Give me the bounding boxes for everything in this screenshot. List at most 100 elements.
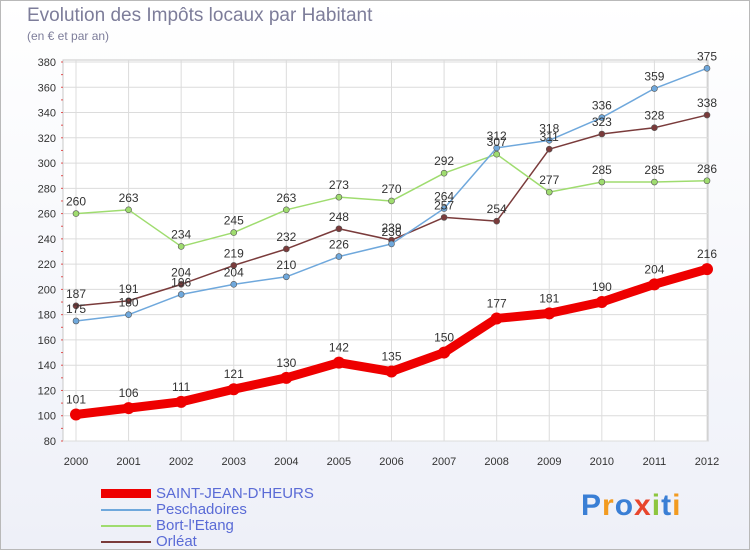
data-point xyxy=(280,371,293,384)
data-point xyxy=(230,229,238,236)
data-label: 254 xyxy=(487,202,507,216)
data-point xyxy=(493,144,500,152)
data-label: 257 xyxy=(434,198,454,212)
data-label: 101 xyxy=(66,392,86,406)
data-label: 216 xyxy=(697,247,717,261)
data-label: 191 xyxy=(119,282,139,296)
data-point xyxy=(545,188,553,196)
data-label: 190 xyxy=(592,280,612,294)
data-point xyxy=(703,111,711,119)
data-label: 273 xyxy=(329,178,349,192)
data-label: 142 xyxy=(329,341,349,355)
data-point xyxy=(332,356,345,369)
data-point xyxy=(177,243,185,250)
data-label: 323 xyxy=(592,115,612,129)
data-label: 260 xyxy=(66,195,86,209)
x-tick-label: 2009 xyxy=(537,456,561,468)
brand-letter: i xyxy=(651,489,662,522)
data-point xyxy=(651,124,658,131)
data-label: 106 xyxy=(119,386,139,400)
data-label: 135 xyxy=(381,350,401,364)
y-tick-label: 140 xyxy=(38,360,56,372)
x-tick-label: 2004 xyxy=(274,456,298,468)
data-point xyxy=(438,346,451,359)
data-point xyxy=(230,262,238,269)
x-tick-label: 2000 xyxy=(64,456,88,468)
y-tick-label: 240 xyxy=(38,234,56,246)
data-point xyxy=(283,245,290,253)
legend-swatch xyxy=(101,489,151,498)
y-tick-label: 220 xyxy=(38,259,56,271)
data-point xyxy=(595,296,608,309)
data-label: 336 xyxy=(592,99,612,113)
data-point xyxy=(230,281,238,288)
x-tick-label: 2003 xyxy=(222,456,246,468)
y-tick-label: 180 xyxy=(38,310,56,322)
data-point xyxy=(598,114,606,121)
data-point xyxy=(177,291,185,298)
data-point xyxy=(703,177,711,185)
data-point xyxy=(177,281,185,288)
data-point xyxy=(335,253,343,260)
legend-swatch xyxy=(101,509,151,511)
y-tick-label: 360 xyxy=(38,82,56,94)
y-tick-label: 200 xyxy=(38,284,56,296)
x-tick-label: 2006 xyxy=(379,456,403,468)
x-tick-label: 2008 xyxy=(484,456,508,468)
data-label: 285 xyxy=(592,163,612,177)
data-point xyxy=(701,263,713,276)
y-tick-label: 380 xyxy=(38,57,56,69)
y-tick-label: 260 xyxy=(38,209,56,221)
data-label: 196 xyxy=(171,275,191,289)
brand-letter: P xyxy=(581,489,603,522)
data-label: 286 xyxy=(697,162,717,176)
data-label: 239 xyxy=(381,221,401,235)
data-label: 180 xyxy=(119,296,139,310)
data-label: 263 xyxy=(276,191,296,205)
data-label: 248 xyxy=(329,210,349,224)
chart-title: Evolution des Impôts locaux par Habitant xyxy=(27,5,373,26)
data-label: 121 xyxy=(224,367,244,381)
data-point xyxy=(122,402,135,415)
data-point xyxy=(651,85,658,92)
data-point xyxy=(72,317,80,325)
data-label: 292 xyxy=(434,154,454,168)
data-labels: 187 191 204 219 232 248 239 257 254 311 323 328 338 2… xyxy=(66,49,717,406)
data-point xyxy=(175,395,188,408)
x-tick-label: 2007 xyxy=(432,456,456,468)
data-point xyxy=(440,214,448,221)
data-label: 204 xyxy=(224,265,244,279)
legend-label: Peschadoires xyxy=(156,501,247,518)
x-tick-label: 2011 xyxy=(643,456,667,468)
data-point xyxy=(598,178,606,186)
y-tick-label: 80 xyxy=(44,436,56,448)
data-point xyxy=(545,137,553,144)
x-tick-label: 2001 xyxy=(116,456,140,468)
data-label: 318 xyxy=(539,121,559,135)
data-point xyxy=(72,302,80,310)
data-label: 277 xyxy=(539,173,559,187)
data-label: 311 xyxy=(540,130,559,144)
data-point xyxy=(648,278,661,291)
data-label: 232 xyxy=(276,230,296,244)
data-label: 177 xyxy=(487,296,507,310)
data-label: 181 xyxy=(539,291,559,305)
data-label: 359 xyxy=(644,70,664,84)
y-tick-label: 300 xyxy=(38,158,56,170)
x-tick-label: 2010 xyxy=(590,456,614,468)
data-label: 338 xyxy=(697,96,717,110)
data-point xyxy=(227,383,240,396)
data-point xyxy=(703,65,711,72)
x-tick-label: 2005 xyxy=(327,456,351,468)
brand-letter: i xyxy=(672,489,682,522)
data-label: 270 xyxy=(381,182,401,196)
data-label: 234 xyxy=(171,227,191,241)
data-label: 236 xyxy=(381,225,401,239)
y-tick-label: 160 xyxy=(38,335,56,347)
proxiti-logo: Proxiti xyxy=(581,489,681,523)
data-label: 111 xyxy=(172,380,191,394)
data-point xyxy=(335,193,343,201)
series-layer xyxy=(70,65,713,421)
legend-swatch xyxy=(101,525,151,527)
legend-label: Bort-l'Etang xyxy=(156,517,234,534)
